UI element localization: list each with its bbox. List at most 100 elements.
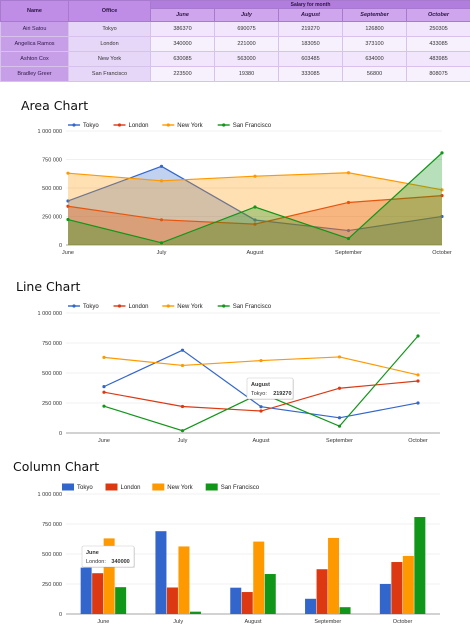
salary-cell: 563000 [214, 51, 279, 67]
area-fill-new-york [68, 172, 442, 245]
header-month[interactable]: June [150, 8, 215, 22]
area-chart: 0 250 000 500 000 750 000 1 000 000 Tokyo Lond… [38, 123, 452, 256]
header-month[interactable]: September [342, 8, 407, 22]
data-point [346, 228, 351, 233]
header-month[interactable]: August [278, 8, 343, 22]
data-point [259, 405, 263, 409]
header-office[interactable]: Office [68, 0, 151, 22]
tooltip [246, 377, 294, 400]
legend-marker [72, 304, 76, 308]
bar-san-francisco [414, 517, 426, 614]
tooltip-title: June [86, 550, 99, 556]
x-tick-label: September [335, 250, 362, 256]
data-point [159, 218, 164, 222]
bar-tokyo [305, 598, 317, 614]
legend-label: San Francisco [233, 123, 272, 129]
area-fill-san-francisco [68, 152, 442, 245]
salary-cell: 19380 [214, 66, 279, 82]
row-office-cell: London [68, 36, 151, 52]
legend-swatch-tokyo [62, 483, 74, 491]
salary-cell: 373100 [342, 36, 407, 52]
x-tick-label: June [62, 250, 74, 256]
bar-london [92, 573, 104, 614]
row-name-cell: Angelica Ramos [0, 36, 69, 52]
table-row: Bradley Greer San Francisco 223500 19380 333… [0, 66, 470, 82]
data-point [102, 390, 106, 394]
legend-marker [117, 123, 122, 127]
legend-marker [166, 304, 170, 308]
x-tick-label: July [157, 250, 167, 256]
bar-san-francisco [264, 574, 276, 614]
column-chart-title: Column Chart [13, 459, 100, 474]
y-tick-label: 0 [59, 243, 62, 249]
data-point [416, 379, 420, 383]
legend-label: London [121, 485, 141, 491]
data-point [337, 424, 342, 428]
data-point [346, 200, 351, 205]
header-month[interactable]: October [405, 8, 470, 22]
bar-tokyo [230, 587, 242, 614]
legend-marker [222, 304, 226, 308]
bar-london [241, 592, 253, 614]
legend-swatch-san-francisco [205, 483, 218, 491]
legend-label: Tokyo [77, 485, 93, 491]
x-tick-label: October [393, 619, 413, 625]
bar-new-york [103, 538, 115, 614]
header-name[interactable]: Name [0, 0, 69, 22]
bar-tokyo [379, 583, 391, 614]
row-office-cell: New York [68, 51, 151, 67]
legend-swatch-london [105, 483, 118, 491]
data-point [180, 429, 185, 433]
y-tick-label: 750 000 [42, 158, 62, 164]
y-tick-label: 250 000 [42, 582, 62, 588]
data-point [416, 373, 420, 377]
x-tick-label: September [326, 438, 353, 444]
data-point [440, 194, 444, 198]
bar-london [391, 562, 403, 614]
bar-tokyo [155, 531, 167, 614]
salary-cell: 630085 [150, 51, 215, 67]
tooltip-label: Tokyo: [251, 391, 267, 397]
data-point [337, 416, 342, 420]
legend-label: London [129, 304, 149, 310]
bar-san-francisco [115, 587, 127, 614]
salary-cell: 183050 [278, 36, 343, 52]
salary-cell: 56800 [342, 66, 407, 82]
legend-label: San Francisco [221, 485, 260, 491]
salary-cell: 808075 [405, 66, 470, 82]
table-row: Ashton Cox New York 630085 563000 603485 6340… [0, 51, 470, 67]
legend-label: New York [177, 304, 203, 310]
bar-new-york [253, 541, 265, 614]
bar-san-francisco [339, 607, 351, 614]
tooltip-label: London: [86, 559, 106, 565]
legend-marker [166, 123, 170, 127]
bar-san-francisco [189, 611, 201, 614]
header-month[interactable]: July [214, 8, 279, 22]
area-chart-title: Area Chart [21, 98, 89, 113]
header-salary-group: Salary for month [149, 0, 470, 9]
row-name-cell: Bradley Greer [0, 66, 69, 82]
y-tick-label: 500 000 [42, 371, 62, 377]
column-chart: 0 250 000 500 000 750 000 1 000 000 Tokyo Lond… [38, 483, 440, 625]
area-fill-london [68, 195, 442, 245]
data-point [416, 334, 420, 338]
legend-label: New York [167, 485, 193, 491]
data-point [66, 199, 70, 203]
salary-cell: 223500 [150, 66, 215, 82]
data-point [253, 174, 257, 178]
data-point [346, 171, 351, 175]
x-tick-label: June [97, 619, 109, 625]
data-point [159, 164, 164, 168]
x-tick-label: August [244, 619, 262, 625]
data-point [159, 179, 164, 183]
table-row: Airi Satou Tokyo 386370 690075 219270 126800 2… [0, 21, 470, 37]
data-point [253, 222, 257, 226]
data-point [102, 404, 106, 408]
salary-cell: 250305 [405, 21, 470, 37]
x-tick-label: August [252, 438, 270, 444]
row-name-cell: Ashton Cox [0, 51, 69, 67]
y-tick-label: 1 000 000 [38, 311, 62, 317]
data-point [253, 205, 257, 209]
salary-cell: 386370 [150, 21, 215, 37]
data-point [253, 218, 257, 222]
